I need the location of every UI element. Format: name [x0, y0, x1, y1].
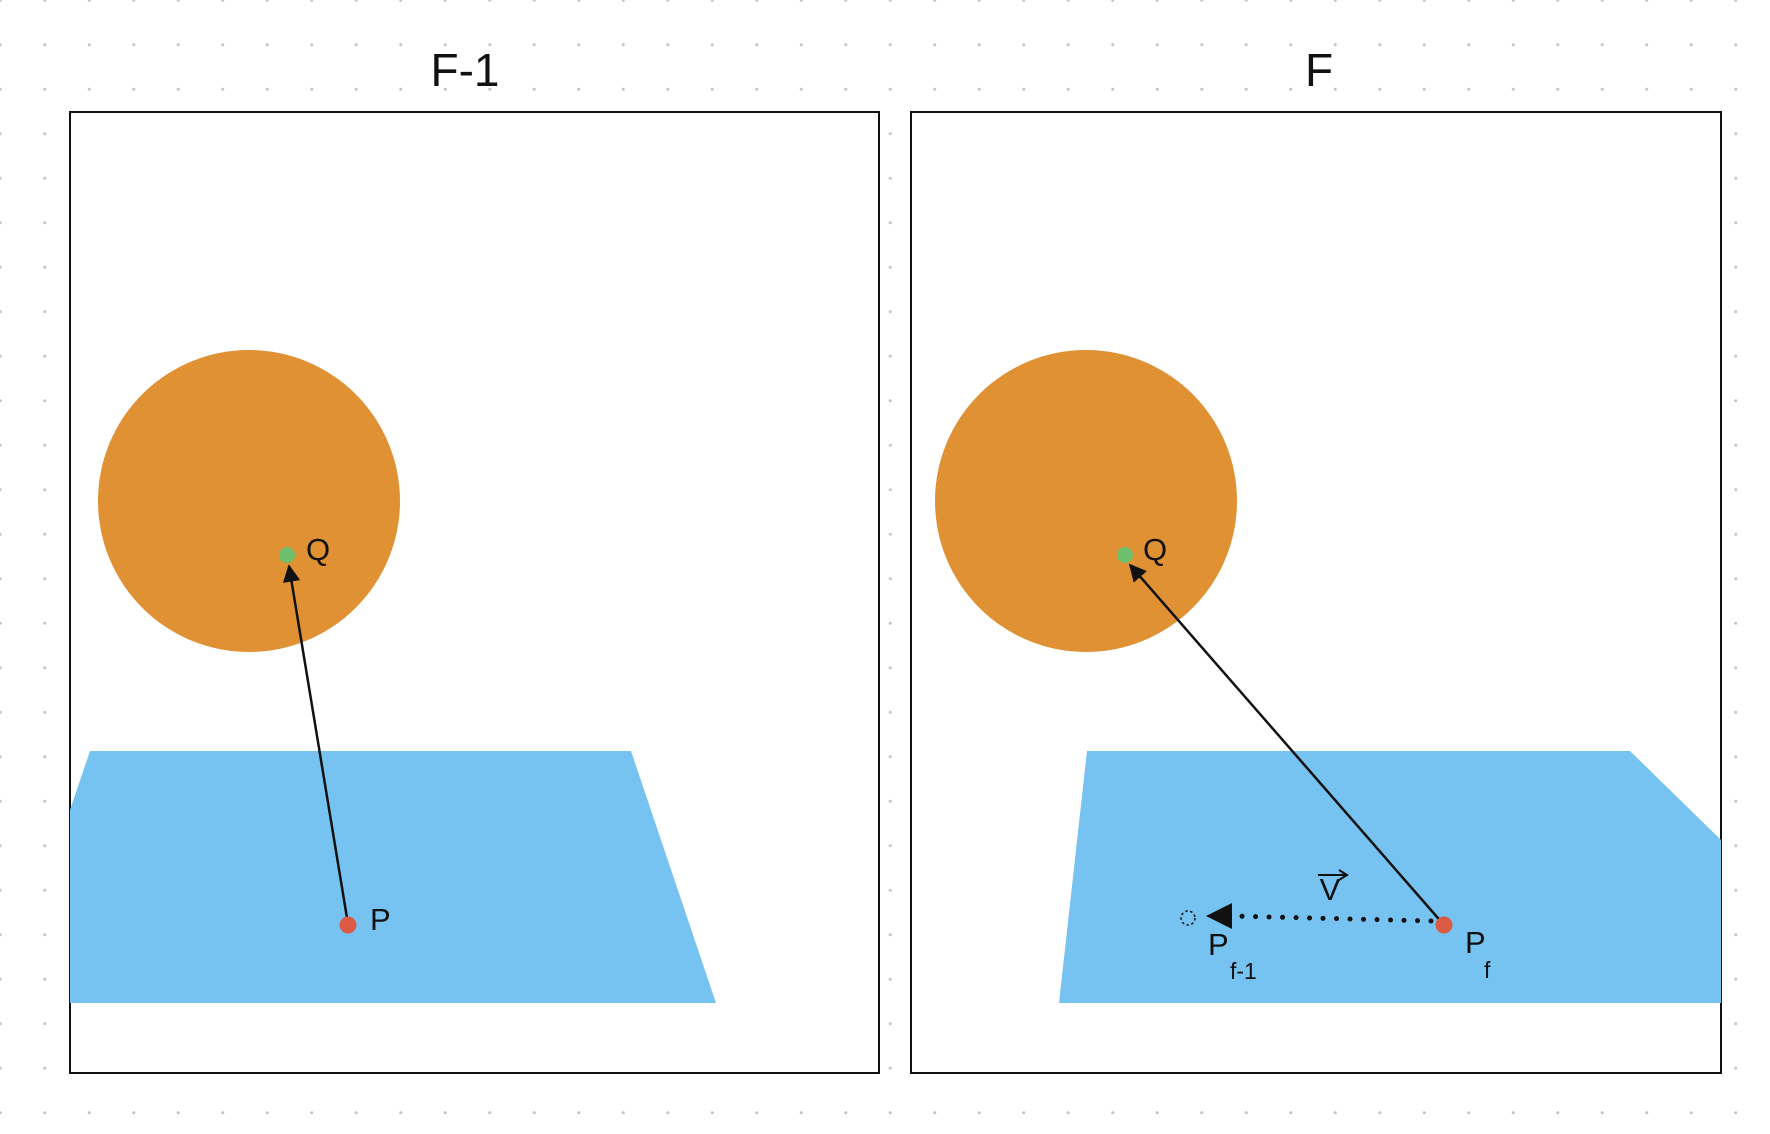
point-q-current — [1117, 547, 1133, 563]
velocity-vector-arrow-icon — [1338, 869, 1349, 881]
point-p — [339, 916, 357, 934]
ray-p-to-q — [282, 564, 350, 925]
point-q-label-current: Q — [1143, 532, 1167, 567]
point-pprev-subscript: f-1 — [1230, 958, 1257, 984]
velocity-label: V — [1320, 872, 1341, 907]
point-pf-label: P — [1465, 925, 1486, 960]
point-pprev-label: P — [1208, 927, 1229, 962]
panel-title-previous: F-1 — [431, 44, 500, 96]
panel-current-frame: F Q V P f P f-1 — [910, 44, 1722, 1074]
point-q-previous — [279, 547, 295, 563]
ground-plane-previous — [70, 751, 716, 1003]
point-p-previous-ghost — [1180, 910, 1196, 926]
panel-previous-frame: F-1 Q P — [69, 44, 880, 1074]
ground-plane-current — [1059, 751, 1721, 1003]
point-pf — [1435, 916, 1453, 934]
point-q-label-previous: Q — [306, 532, 330, 567]
point-p-label: P — [370, 902, 391, 937]
sphere-previous — [98, 350, 400, 652]
panel-title-current: F — [1305, 44, 1333, 96]
velocity-arrowhead — [1206, 903, 1232, 929]
point-pf-subscript: f — [1484, 957, 1491, 983]
ray-pf-to-q — [1128, 563, 1445, 926]
sphere-current — [935, 350, 1237, 652]
